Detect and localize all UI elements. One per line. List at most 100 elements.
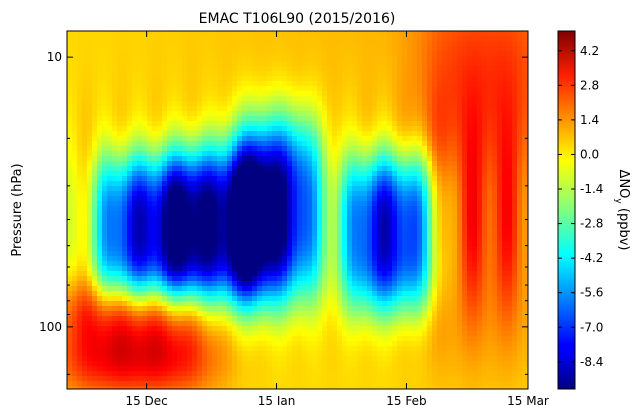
heatmap-cell xyxy=(272,151,278,157)
heatmap-cell xyxy=(322,276,328,282)
heatmap-cell xyxy=(147,71,153,77)
heatmap-cell xyxy=(377,151,383,157)
heatmap-cell xyxy=(427,131,433,137)
heatmap-cell xyxy=(242,31,248,37)
heatmap-cell xyxy=(377,101,383,107)
heatmap-cell xyxy=(227,76,233,82)
heatmap-cell xyxy=(397,236,403,242)
heatmap-cell xyxy=(157,61,163,67)
heatmap-cell xyxy=(387,166,393,172)
heatmap-cell xyxy=(287,121,293,127)
heatmap-cell xyxy=(467,256,473,262)
heatmap-cell xyxy=(517,271,523,277)
heatmap-cell xyxy=(102,186,108,192)
heatmap-cell xyxy=(267,46,273,52)
heatmap-cell xyxy=(287,91,293,97)
heatmap-cell xyxy=(467,276,473,282)
heatmap-cell xyxy=(127,276,133,282)
heatmap-cell xyxy=(162,46,168,52)
heatmap-cell xyxy=(457,141,463,147)
heatmap-cell xyxy=(377,256,383,262)
heatmap-cell xyxy=(497,121,503,127)
heatmap-cell xyxy=(187,141,193,147)
heatmap-cell xyxy=(457,76,463,82)
heatmap-cell xyxy=(497,291,503,297)
heatmap-cell xyxy=(177,41,183,47)
heatmap-cell xyxy=(267,76,273,82)
heatmap-cell xyxy=(422,191,428,197)
heatmap-cell xyxy=(297,31,303,37)
heatmap-cell xyxy=(477,156,483,162)
heatmap-cell xyxy=(407,241,413,247)
heatmap-cell xyxy=(447,256,453,262)
heatmap-cell xyxy=(507,91,513,97)
heatmap-cell xyxy=(237,136,243,142)
heatmap-cell xyxy=(357,201,363,207)
heatmap-cell xyxy=(387,291,393,297)
heatmap-cell xyxy=(497,71,503,77)
heatmap-cell xyxy=(202,126,208,132)
heatmap-cell xyxy=(97,286,103,292)
heatmap-cell xyxy=(272,211,278,217)
heatmap-cell xyxy=(367,221,373,227)
heatmap-cell xyxy=(327,171,333,177)
heatmap-cell xyxy=(357,291,363,297)
heatmap-cell xyxy=(357,111,363,117)
heatmap-cell xyxy=(422,186,428,192)
heatmap-cell xyxy=(342,41,348,47)
heatmap-cell xyxy=(402,236,408,242)
heatmap-cell xyxy=(202,296,208,302)
heatmap-cell xyxy=(242,151,248,157)
heatmap-cell xyxy=(377,201,383,207)
heatmap-cell xyxy=(72,136,78,142)
heatmap-cell xyxy=(372,166,378,172)
heatmap-cell xyxy=(67,181,73,187)
heatmap-cell xyxy=(142,156,148,162)
heatmap-cell xyxy=(492,151,498,157)
heatmap-cell xyxy=(272,271,278,277)
heatmap-cell xyxy=(77,61,83,67)
heatmap-cell xyxy=(427,226,433,232)
heatmap-cell xyxy=(307,196,313,202)
heatmap-cell xyxy=(207,31,213,37)
heatmap-cell xyxy=(257,46,263,52)
heatmap-cell xyxy=(142,221,148,227)
heatmap-cell xyxy=(267,286,273,292)
heatmap-cell xyxy=(297,206,303,212)
heatmap-cell xyxy=(307,56,313,62)
heatmap-cell xyxy=(292,206,298,212)
heatmap-cell xyxy=(517,161,523,167)
heatmap-cell xyxy=(492,76,498,82)
heatmap-cell xyxy=(242,201,248,207)
heatmap-cell xyxy=(187,86,193,92)
heatmap-cell xyxy=(502,86,508,92)
heatmap-cell xyxy=(97,136,103,142)
heatmap-cell xyxy=(252,116,258,122)
heatmap-cell xyxy=(432,176,438,182)
heatmap-cell xyxy=(317,246,323,252)
heatmap-cell xyxy=(157,71,163,77)
heatmap-cell xyxy=(137,206,143,212)
heatmap-cell xyxy=(427,286,433,292)
heatmap-cell xyxy=(332,266,338,272)
heatmap-cell xyxy=(167,126,173,132)
heatmap-cell xyxy=(322,236,328,242)
heatmap-cell xyxy=(502,211,508,217)
heatmap-cell xyxy=(432,41,438,47)
heatmap-cell xyxy=(132,276,138,282)
heatmap-cell xyxy=(472,141,478,147)
heatmap-cell xyxy=(507,131,513,137)
heatmap-cell xyxy=(222,161,228,167)
heatmap-cell xyxy=(72,76,78,82)
heatmap-cell xyxy=(472,126,478,132)
heatmap-cell xyxy=(242,276,248,282)
heatmap-cell xyxy=(472,211,478,217)
heatmap-cell xyxy=(372,81,378,87)
heatmap-cell xyxy=(372,111,378,117)
heatmap-cell xyxy=(282,66,288,72)
heatmap-cell xyxy=(217,171,223,177)
heatmap-cell xyxy=(437,166,443,172)
heatmap-cell xyxy=(322,51,328,57)
heatmap-cell xyxy=(477,281,483,287)
heatmap-cell xyxy=(192,41,198,47)
